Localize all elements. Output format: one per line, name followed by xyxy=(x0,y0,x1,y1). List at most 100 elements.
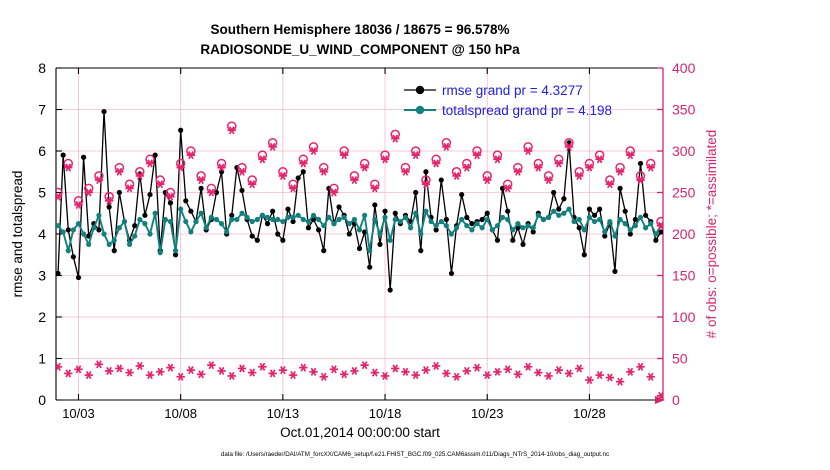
marker-assimilated xyxy=(299,363,308,372)
series-point xyxy=(438,177,444,183)
series-point xyxy=(213,189,220,196)
marker-assimilated xyxy=(248,180,257,189)
series-point xyxy=(653,231,659,237)
marker-assimilated xyxy=(605,373,615,382)
series-point xyxy=(576,225,582,231)
marker-assimilated xyxy=(319,372,328,381)
marker-assimilated xyxy=(615,167,625,176)
series-point xyxy=(469,221,475,227)
series-point xyxy=(137,216,143,223)
marker-assimilated xyxy=(278,366,288,375)
series-point xyxy=(310,212,317,218)
x-axis-label: Oct.01,2014 00:00:00 start xyxy=(280,425,440,440)
series-point xyxy=(459,191,465,198)
series-point xyxy=(270,208,276,214)
ytick-label-right: 250 xyxy=(672,185,696,201)
marker-assimilated xyxy=(595,155,604,164)
ytick-label-right: 350 xyxy=(672,102,696,118)
series-point xyxy=(597,216,603,223)
series-point xyxy=(295,175,301,181)
series-point xyxy=(290,218,296,225)
marker-assimilated xyxy=(452,372,461,381)
marker-assimilated xyxy=(462,163,471,172)
series-point xyxy=(566,206,572,212)
marker-assimilated xyxy=(186,151,196,160)
marker-assimilated xyxy=(585,163,594,172)
marker-assimilated xyxy=(370,184,380,193)
ytick-label-right: 150 xyxy=(672,268,696,284)
series-point xyxy=(612,268,618,274)
marker-assimilated xyxy=(472,151,482,160)
series-point xyxy=(510,237,516,243)
series-point xyxy=(499,214,506,220)
marker-assimilated xyxy=(309,146,318,156)
series-point xyxy=(229,216,235,223)
series-point xyxy=(218,221,225,227)
series-point xyxy=(407,225,414,231)
marker-assimilated xyxy=(176,372,185,381)
legend-item-rmse[interactable]: rmse grand pr = 4.3277 xyxy=(442,83,583,98)
legend-item-totalspread[interactable]: totalspread grand pr = 4.198 xyxy=(442,103,612,118)
marker-assimilated xyxy=(575,364,584,373)
marker-assimilated xyxy=(411,371,420,380)
series-point xyxy=(152,210,158,216)
series-point xyxy=(418,231,424,237)
series-point xyxy=(433,223,439,229)
ytick-label-left: 6 xyxy=(38,143,46,159)
marker-assimilated xyxy=(319,167,328,176)
marker-assimilated xyxy=(309,367,318,376)
marker-assimilated xyxy=(268,142,277,151)
marker-assimilated xyxy=(493,155,502,164)
ytick-label-right: 50 xyxy=(672,351,688,367)
series-point xyxy=(367,248,373,254)
ytick-label-left: 3 xyxy=(38,268,46,284)
series-point xyxy=(178,127,184,133)
marker-assimilated xyxy=(115,167,124,176)
marker-assimilated xyxy=(544,175,553,185)
marker-assimilated xyxy=(360,361,369,370)
series-point xyxy=(86,241,92,247)
marker-assimilated xyxy=(350,175,359,185)
xtick-label: 10/03 xyxy=(62,406,95,421)
marker-assimilated xyxy=(595,371,604,380)
series-point xyxy=(239,187,245,194)
marker-assimilated xyxy=(329,365,339,374)
marker-assimilated xyxy=(268,369,277,378)
series-point xyxy=(632,216,639,223)
series-point xyxy=(581,252,587,258)
marker-assimilated xyxy=(472,363,482,372)
legend-swatch-spread-marker xyxy=(415,105,425,115)
series-point xyxy=(377,231,383,237)
marker-assimilated xyxy=(370,368,380,377)
series-point xyxy=(65,227,71,233)
marker-assimilated xyxy=(288,371,298,380)
legend[interactable]: rmse grand pr = 4.3277 totalspread grand… xyxy=(404,83,612,118)
series-point xyxy=(622,221,628,227)
series-point xyxy=(172,248,179,254)
series-point xyxy=(178,206,184,212)
marker-assimilated xyxy=(462,366,471,376)
series-point xyxy=(239,210,245,216)
series-point xyxy=(167,218,174,225)
series-point xyxy=(459,216,465,223)
series-point xyxy=(336,216,342,223)
series-point xyxy=(70,254,76,260)
series-point xyxy=(443,223,449,229)
series-point xyxy=(96,212,102,218)
marker-assimilated xyxy=(56,362,63,371)
marker-assimilated xyxy=(156,180,165,189)
series-point xyxy=(643,225,649,231)
series-point xyxy=(111,248,117,254)
marker-assimilated xyxy=(166,363,175,372)
series-point xyxy=(198,210,204,216)
series-point xyxy=(392,210,398,216)
series-point xyxy=(632,223,639,229)
series-point xyxy=(305,225,312,231)
series-point xyxy=(244,214,250,220)
marker-assimilated xyxy=(401,367,410,376)
series-point xyxy=(530,229,536,235)
series-point xyxy=(505,208,511,214)
series-point xyxy=(499,185,506,191)
ytick-label-left: 8 xyxy=(38,60,46,76)
series-point xyxy=(142,221,148,227)
